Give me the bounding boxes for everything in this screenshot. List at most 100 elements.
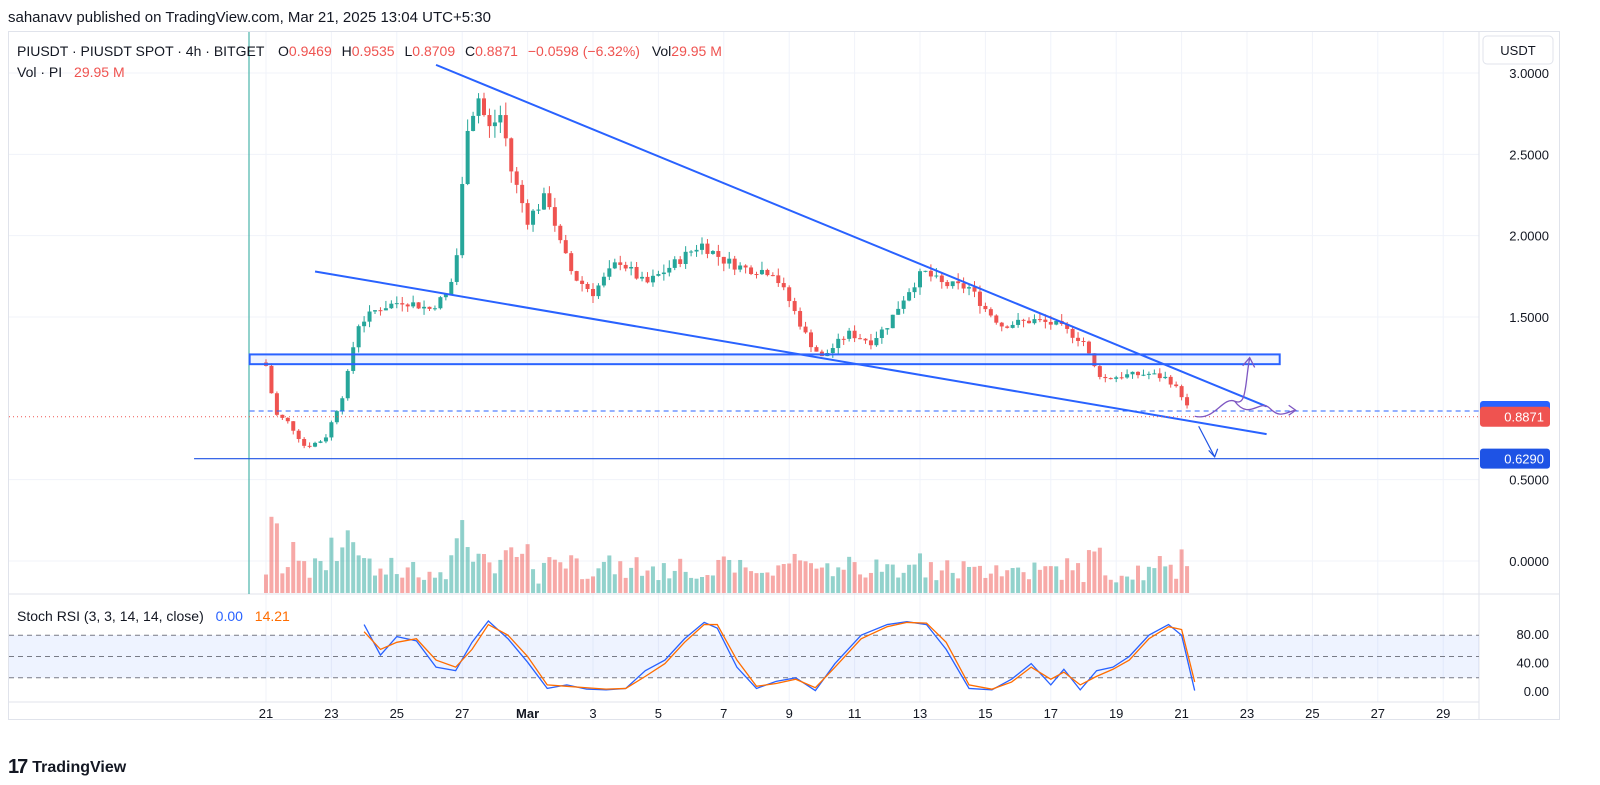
volume-bar (313, 558, 318, 593)
drawings[interactable] (9, 63, 1479, 460)
price-tag-support: 0.6290 (1504, 452, 1544, 467)
candle-body (438, 297, 443, 309)
volume-bar (460, 520, 465, 593)
candle-body (1005, 326, 1010, 328)
candle-body (378, 310, 383, 312)
candle-body (291, 421, 296, 431)
candle-body (574, 271, 579, 281)
volume-bar (683, 571, 688, 593)
candle-body (460, 184, 465, 256)
time-tick-label: 27 (1371, 706, 1385, 720)
volume-bar (629, 567, 634, 593)
volume-bar (280, 573, 285, 593)
chart-frame[interactable]: 3.0000 2.5000 2.0000 1.5000 0.5000 0.0000 21 2… (8, 31, 1560, 720)
volume-bar (558, 562, 563, 593)
candle-body (830, 348, 835, 353)
volume-bar (759, 572, 764, 593)
volume-bar (923, 577, 928, 593)
candle-body (809, 332, 813, 348)
candle-body (792, 301, 797, 312)
volume-bar (514, 556, 519, 593)
stoch-legend-name: Stoch RSI (3, 3, 14, 14, close) (17, 608, 204, 624)
candle-body (329, 422, 334, 438)
candle-body (1021, 319, 1026, 321)
candle-body (422, 306, 427, 309)
candle-body (716, 251, 721, 257)
candle-body (694, 249, 699, 252)
volume-bar (498, 559, 503, 593)
candle-body (967, 287, 972, 289)
candle-body (482, 98, 486, 116)
candle-body (907, 292, 912, 301)
volume-bar (874, 559, 879, 593)
volume-bar (1048, 566, 1053, 593)
candle-body (340, 398, 345, 412)
time-tick-label: 23 (324, 706, 338, 720)
time-tick-label: 17 (1044, 706, 1058, 720)
candle-body (1092, 353, 1097, 367)
candle-body (623, 264, 628, 269)
stoch-d-value: 14.21 (255, 608, 290, 624)
svg-text:Stoch RSI (3, 3, 14, 14, close: Stoch RSI (3, 3, 14, 14, close) 0.00 14.… (17, 608, 290, 624)
volume-bar (907, 564, 912, 593)
candle-body (950, 281, 955, 287)
volume-bar (585, 578, 590, 593)
candle-body (661, 272, 666, 275)
candle-body (945, 282, 950, 287)
candle-body (1037, 319, 1042, 321)
candle-body (885, 328, 890, 330)
volume-bar (1114, 582, 1119, 593)
volume-bar (781, 564, 786, 593)
volume-bar (1081, 582, 1086, 593)
volume-bar (1108, 579, 1113, 593)
volume-bar (694, 578, 699, 593)
volume-bar (1092, 551, 1097, 593)
volume-bar (563, 568, 568, 593)
symbol-title: PIUSDT · PIUSDT SPOT · 4h · BITGET (17, 43, 265, 59)
candle-body (454, 255, 459, 282)
volume-bar (956, 578, 961, 593)
volume-bar (661, 563, 666, 593)
candle-body (383, 308, 388, 311)
price-axis[interactable]: 3.0000 2.5000 2.0000 1.5000 0.5000 0.0000 (1509, 66, 1549, 569)
volume-bar (274, 523, 279, 593)
time-tick-label: 29 (1436, 706, 1450, 720)
candle-body (781, 283, 786, 288)
candle-body (411, 302, 416, 307)
volume-bar (492, 573, 497, 593)
volume-bar (1065, 558, 1070, 593)
candle-body (394, 303, 399, 305)
candle-body (449, 281, 454, 295)
volume-bar (503, 550, 508, 593)
candle-body (928, 270, 933, 277)
candle-body (988, 309, 993, 316)
volume-bar (340, 547, 345, 593)
volume-bar (552, 559, 557, 593)
time-tick-label: 21 (1174, 706, 1188, 720)
candle-body (1016, 319, 1021, 325)
volume-bar (443, 579, 448, 593)
bearish-arrowhead (1208, 448, 1219, 459)
time-axis[interactable]: 21 23 25 27 Mar 3 5 7 9 11 13 15 17 19 21 23 25 27 29 (259, 706, 1451, 720)
volume-bar (531, 569, 536, 593)
candle-body (596, 285, 601, 297)
currency-label: USDT (1500, 43, 1535, 58)
volume-bar (476, 553, 481, 593)
candle-body (1076, 337, 1081, 341)
candle-body (841, 338, 846, 340)
currency-box[interactable] (1482, 35, 1554, 65)
volume-bar (847, 556, 852, 593)
candle-body (672, 259, 677, 268)
candle-body (558, 225, 563, 241)
candle-body (1027, 320, 1031, 324)
time-tick-label: 13 (913, 706, 927, 720)
candle-body (776, 275, 781, 284)
volume-bar (574, 558, 579, 593)
volume-bar (972, 566, 977, 593)
price-tag-support-bg (1480, 448, 1550, 469)
footer-brand[interactable]: 17 TradingView (8, 756, 126, 779)
volume-bar (1125, 576, 1130, 593)
volume-bar (438, 572, 443, 593)
volume-bar (977, 565, 982, 593)
